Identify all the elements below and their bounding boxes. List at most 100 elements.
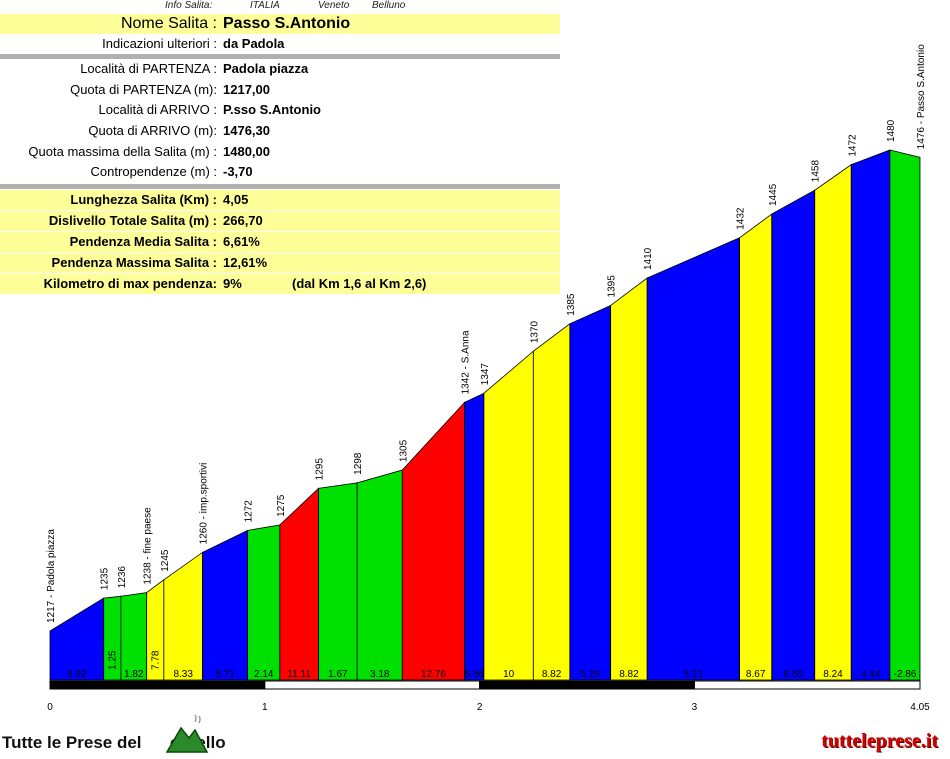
info-row-value: 6,61% [223,234,260,249]
info-header: Info Salita: ITALIA Veneto Belluno [0,0,560,13]
profile-segment [247,524,281,681]
info-row-label: Indicazioni ulteriori : [102,36,217,51]
info-row-value: da Padola [223,36,285,51]
point-label: 1275 [276,494,287,517]
profile-segment [401,401,465,681]
info-row: Dislivello Totale Salita (m) : 266,70 [0,211,560,231]
segment-grade-label: 2.14 [254,669,274,680]
point-label: 1458 [811,160,822,183]
segment-grade-label: 8.82 [619,669,639,680]
info-row-label: Lunghezza Salita (Km) : [70,192,217,207]
info-row-value: Passo S.Antonio [223,15,351,32]
info-row: Nome Salita : Passo S.Antonio [0,14,560,34]
point-label: 1480 [886,119,897,142]
point-label: 1235 [100,567,111,590]
segment-grade-label: 8.67 [746,669,766,680]
profile-segment [850,149,891,681]
info-row-value: 12,61% [223,255,268,270]
point-label: 1432 [736,207,747,230]
info-row-value: Padola piazza [223,61,309,76]
point-label: 1238 - fine paese [143,507,154,585]
info-row-label: Contropendenze (m) : [90,164,217,179]
segment-grade-label: 4.44 [861,669,881,680]
info-row-value: 1476,30 [223,123,270,138]
profile-segment [814,163,852,681]
km-ruler-segment [479,680,695,690]
info-row-label: Pendenza Massima Salita : [51,255,217,270]
info-row: Località di ARRIVO : P.sso S.Antonio [0,100,560,120]
point-label: 1385 [566,293,577,316]
segment-grade-label: 3.18 [370,669,390,680]
x-tick-label: 1 [262,702,268,713]
profile-segment [889,149,921,681]
info-row: Quota di PARTENZA (m): 1217,00 [0,80,560,100]
point-label: 1342 - S.Anna [461,330,472,394]
point-label: 1295 [315,458,326,481]
point-label: 1410 [643,247,654,270]
info-row-value: 1217,00 [223,82,270,97]
segment-grade-label: 8.33 [173,669,193,680]
info-row: Lunghezza Salita (Km) : 4,05 [0,190,560,210]
info-row-label: Dislivello Totale Salita (m) : [48,213,217,228]
info-row-value: -3,70 [223,164,253,179]
point-label: 1472 [847,134,858,157]
x-tick-label: 2 [477,702,483,713]
info-row: Quota di ARRIVO (m): 1476,30 [0,121,560,141]
info-row-label: Quota massima della Salita (m) : [28,144,217,159]
mountain-logo-icon [165,714,209,753]
point-label: 1395 [607,275,618,298]
point-label: 1347 [480,363,491,386]
segment-grade-label: 8.82 [542,669,562,680]
profile-segment [569,304,612,681]
profile-segment [464,392,485,681]
info-header-country: ITALIA [250,0,280,11]
info-row-label: Località di PARTENZA : [80,61,217,76]
x-tick-label: 3 [692,702,698,713]
info-row-label: Pendenza Media Salita : [69,234,217,249]
table-separator [0,184,560,189]
info-row: Pendenza Massima Salita : 12,61% [0,253,560,273]
segment-grade-label: 11.11 [287,669,311,680]
info-row: Quota massima della Salita (m) : 1480,00 [0,142,560,162]
profile-segment [356,469,403,681]
km-ruler-segment [693,680,921,690]
profile-segment [318,482,358,681]
point-label: 1298 [353,452,364,475]
info-header-label: Info Salita: [165,0,213,11]
info-row: Kilometro di max pendenza: 9% (dal Km 1,6 … [0,274,560,294]
x-tick-label: 4.05 [910,702,930,713]
profile-segment [610,277,648,681]
segment-grade-label: 1.67 [328,669,348,680]
segment-grade-label: 1.82 [124,669,144,680]
point-label: 1305 [398,439,409,462]
info-row-label: Località di ARRIVO : [98,102,218,117]
point-label: 1370 [529,320,540,343]
table-separator [0,54,560,59]
segment-grade-label: 12.76 [421,669,446,680]
x-tick-label: 0 [47,702,53,713]
point-label: 1260 - imp.sportivi [199,463,210,545]
info-row: Pendenza Media Salita : 6,61% [0,232,560,252]
info-row-value: 1480,00 [223,144,270,159]
profile-segment [49,597,105,681]
segment-grade-label: 6.92 [67,669,87,680]
info-header-province: Belluno [372,0,406,11]
segment-grade-label: 5.71 [215,669,235,680]
site-logo-right: tuttelepresе.it [821,730,938,752]
info-row-value: 266,70 [223,213,263,228]
info-row-note: (dal Km 1,6 al Km 2,6) [292,276,427,291]
segment-grade-label: 1.25 [107,650,118,670]
profile-segment [646,237,740,681]
info-row-label: Quota di ARRIVO (m): [88,123,217,138]
info-row-label: Quota di PARTENZA (m): [70,82,217,97]
segment-grade-label: 5.21 [684,669,704,680]
point-label: 1272 [244,500,255,523]
info-row: Indicazioni ulteriori : da Padola [0,34,560,54]
segment-grade-label: 5.56 [465,669,485,680]
info-row-value: 9% [223,276,242,291]
info-header-region: Veneto [318,0,350,11]
profile-segment [202,529,249,681]
segment-grade-label: 6.50 [784,669,804,680]
segment-grade-label: 7.78 [150,650,161,670]
